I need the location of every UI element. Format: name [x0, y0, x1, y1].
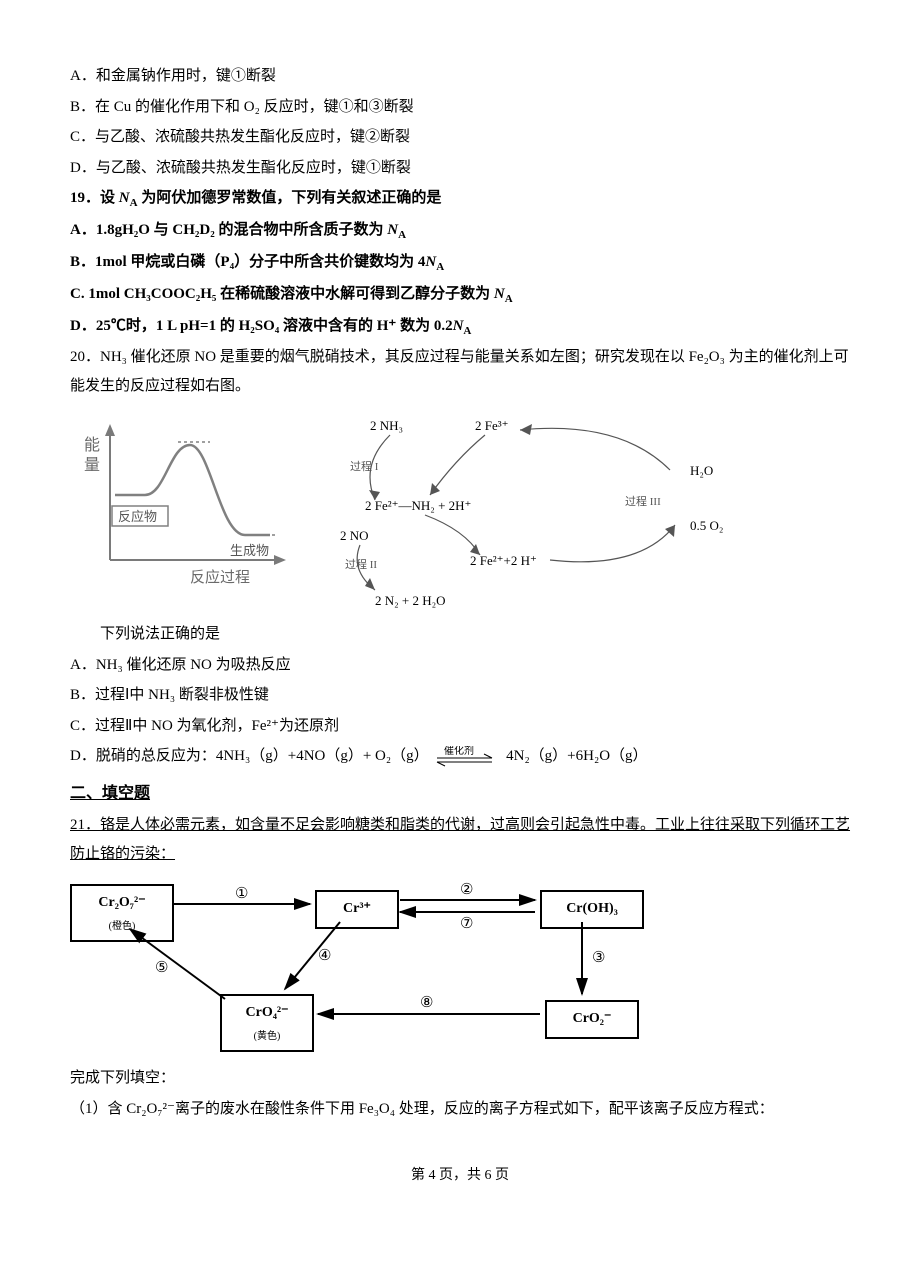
q21-stem: 21．铬是人体必需元素，如含量不足会影响糖类和脂类的代谢，过高则会引起急性中毒。… [70, 811, 850, 868]
ylabel-1: 能 [84, 436, 100, 454]
catalytic-cycle: 2 NH₃ 过程 I 2 Fe³⁺ 2 Fe²⁺—NH₂ + 2H⁺ 2 NO … [320, 410, 780, 610]
cycle-p2: 过程 II [345, 558, 377, 571]
q21-fill: 完成下列填空： [70, 1064, 850, 1093]
q20-stem: 20．NH₃ 催化还原 NO 是重要的烟气脱硝技术，其反应过程与能量关系如左图；… [70, 343, 850, 400]
q19-option-a: A．1.8gH₂O 与 CH₂D₂ 的混合物中所含质子数为 NA [70, 216, 850, 246]
label-8: ⑧ [420, 989, 433, 1018]
q19-option-d: D．25℃时，1 L pH=1 的 H₂SO₄ 溶液中含有的 H⁺ 数为 0.2… [70, 312, 850, 342]
q19-b-text: B．1mol 甲烷或白磷（P₄）分子中所含共价键数均为 4 [70, 254, 425, 270]
cycle-fe2h: 2 Fe²⁺+2 H⁺ [470, 553, 537, 568]
product-label: 生成物 [230, 543, 269, 558]
q19-d-na: N [453, 318, 464, 334]
label-5: ⑤ [155, 954, 168, 983]
q19-c-na: N [494, 286, 505, 302]
q19-option-b: B．1mol 甲烷或白磷（P₄）分子中所含共价键数均为 4NA [70, 248, 850, 278]
q20-ask: 下列说法正确的是 [70, 620, 850, 649]
equilibrium-arrow-icon: 催化剂 [432, 746, 502, 768]
ylabel-2: 量 [84, 457, 100, 474]
q20-d-post: 4N₂（g）+6H₂O（g） [506, 748, 647, 764]
q18-option-b: B．在 Cu 的催化作用下和 O₂ 反应时，键①和③断裂 [70, 93, 850, 122]
cycle-o2: 0.5 O₂ [690, 518, 723, 533]
xlabel: 反应过程 [190, 568, 250, 586]
q20-option-a: A．NH₃ 催化还原 NO 为吸热反应 [70, 651, 850, 680]
catalyst-label: 催化剂 [444, 746, 474, 757]
reactant-label: 反应物 [118, 509, 157, 524]
label-1: ① [235, 880, 248, 909]
cycle-p3: 过程 III [625, 495, 661, 508]
q19-c-sub: A [505, 293, 513, 305]
cycle-no: 2 NO [340, 528, 369, 543]
q20-d-pre: D．脱硝的总反应为：4NH₃（g）+4NO（g）+ O₂（g） [70, 748, 429, 764]
q21-flowchart: Cr₂O₇²⁻ (橙色) Cr³⁺ Cr(OH)₃ CrO₄²⁻ (黄色) Cr… [70, 874, 690, 1054]
q19-option-c: C. 1mol CH₃COOC₂H₅ 在稀硫酸溶液中水解可得到乙醇分子数为 NA [70, 280, 850, 310]
page-footer: 第 4 页，共 6 页 [70, 1163, 850, 1190]
cycle-n2: 2 N₂ + 2 H₂O [375, 593, 446, 608]
q19-a-na: N [387, 222, 398, 238]
q18-option-d: D．与乙酸、浓硫酸共热发生酯化反应时，键①断裂 [70, 154, 850, 183]
cycle-nh3: 2 NH₃ [370, 418, 403, 433]
label-4: ④ [318, 942, 331, 971]
q19-na: N [119, 190, 130, 206]
q20-option-d: D．脱硝的总反应为：4NH₃（g）+4NO（g）+ O₂（g） 催化剂 4N₂（… [70, 742, 850, 771]
q19-d-text: D．25℃时，1 L pH=1 的 H₂SO₄ 溶液中含有的 H⁺ 数为 0.2 [70, 318, 453, 334]
q20-option-b: B．过程Ⅰ中 NH₃ 断裂非极性键 [70, 681, 850, 710]
q20-figures: 能 量 反应物 生成物 反应过程 2 NH₃ 过程 I 2 Fe³⁺ 2 Fe²… [70, 410, 850, 610]
section-2-title: 二、填空题 [70, 779, 850, 809]
label-2: ② [460, 876, 473, 905]
q21-sub1: （1）含 Cr₂O₇²⁻离子的废水在酸性条件下用 Fe₃O₄ 处理，反应的离子方… [70, 1095, 850, 1124]
q21-stem-text: 21．铬是人体必需元素，如含量不足会影响糖类和脂类的代谢，过高则会引起急性中毒。… [70, 817, 850, 862]
q19-a-sub: A [398, 229, 406, 241]
cycle-inter: 2 Fe²⁺—NH₂ + 2H⁺ [365, 498, 471, 513]
q18-option-a: A．和金属钠作用时，键①断裂 [70, 62, 850, 91]
cycle-fe3: 2 Fe³⁺ [475, 418, 509, 433]
q19-c-text: C. 1mol CH₃COOC₂H₅ 在稀硫酸溶液中水解可得到乙醇分子数为 [70, 286, 494, 302]
q19-na-sub: A [130, 197, 138, 209]
cycle-h2o: H₂O [690, 463, 713, 478]
q19-stem-suffix: 为阿伏加德罗常数值，下列有关叙述正确的是 [138, 190, 442, 206]
label-7: ⑦ [460, 910, 473, 939]
energy-diagram: 能 量 反应物 生成物 反应过程 [70, 410, 300, 600]
q19-d-sub: A [463, 325, 471, 337]
q19-stem-prefix: 19．设 [70, 190, 119, 206]
q19-a-text: A．1.8gH₂O 与 CH₂D₂ 的混合物中所含质子数为 [70, 222, 387, 238]
q20-option-c: C．过程Ⅱ中 NO 为氧化剂，Fe²⁺为还原剂 [70, 712, 850, 741]
cycle-p1: 过程 I [350, 460, 379, 473]
label-3: ③ [592, 944, 605, 973]
q18-option-c: C．与乙酸、浓硫酸共热发生酯化反应时，键②断裂 [70, 123, 850, 152]
q19-b-sub: A [436, 261, 444, 273]
q19-b-na: N [425, 254, 436, 270]
q19-stem: 19．设 NA 为阿伏加德罗常数值，下列有关叙述正确的是 [70, 184, 850, 214]
